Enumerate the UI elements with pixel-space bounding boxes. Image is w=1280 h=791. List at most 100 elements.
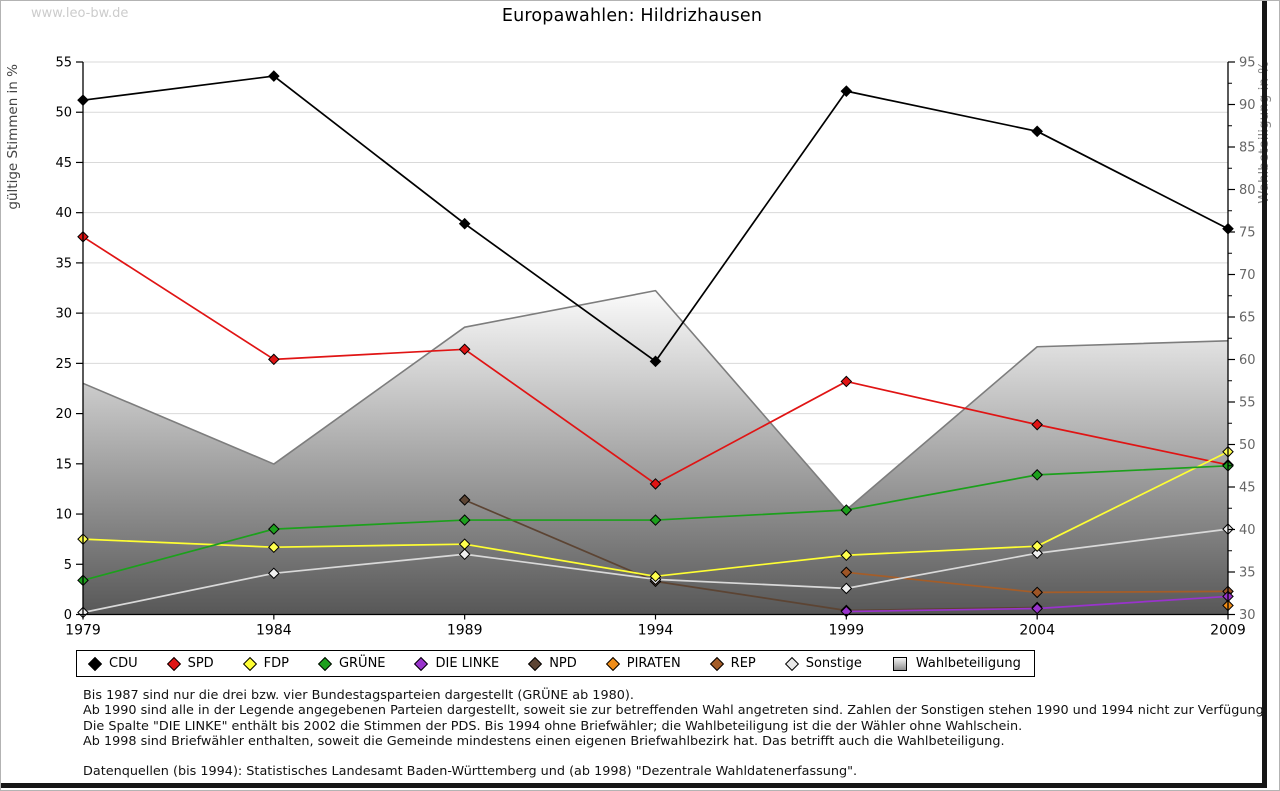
data-point-gr-ne-1984	[268, 523, 280, 535]
right-axis-tick-label: 90	[1239, 98, 1256, 113]
right-axis-tick-label: 50	[1239, 438, 1256, 453]
left-axis-tick-label: 30	[55, 307, 72, 322]
page-title: Europawahlen: Hildrizhausen	[501, 6, 763, 26]
series-cdu	[77, 70, 1234, 368]
frame-edge-bottom	[1, 783, 1267, 788]
turnout-area	[82, 289, 1229, 615]
legend-item-npd: NPD	[528, 656, 577, 671]
right-axis-tick-label: 85	[1239, 141, 1256, 156]
right-axis-tick-label: 55	[1239, 396, 1256, 411]
data-point-spd-1994	[649, 478, 662, 490]
legend-item-rep: REP	[709, 656, 756, 671]
data-point-gr-ne-1999	[840, 504, 853, 516]
data-point-fdp-2004	[1031, 540, 1043, 552]
left-axis-title: gültige Stimmen in %	[5, 64, 21, 210]
legend-item-sonstige: Sonstige	[784, 656, 862, 671]
legend-item-piraten: PIRATEN	[605, 656, 681, 671]
diamond-marker-icon	[242, 656, 257, 671]
data-point-fdp-1984	[268, 541, 280, 554]
diamond-marker-icon	[317, 656, 333, 671]
data-point-fdp-1989	[458, 538, 471, 550]
x-axis-year-label: 2009	[1210, 623, 1246, 639]
left-axis-tick-label: 0	[64, 608, 72, 623]
legend-item-die-linke: DIE LINKE	[414, 656, 500, 671]
data-point-gr-ne-1994	[649, 514, 662, 526]
legend-item-label: DIE LINKE	[435, 656, 500, 671]
footnote-line: Bis 1987 sind nur die drei bzw. vier Bun…	[83, 688, 634, 703]
legend-item-label: Sonstige	[805, 656, 862, 671]
legend-item-label: PIRATEN	[626, 656, 681, 671]
left-axis-tick-label: 35	[55, 256, 72, 271]
right-axis-tick-label: 75	[1239, 226, 1256, 241]
data-point-cdu-2004	[1031, 125, 1043, 138]
data-point-rep-1999	[840, 566, 853, 579]
left-axis-tick-label: 15	[55, 457, 72, 472]
data-point-die-linke-2004	[1031, 602, 1043, 615]
left-axis-tick-label: 55	[55, 56, 72, 71]
left-axis-tick-label: 50	[55, 106, 72, 121]
footnote-line: Die Spalte "DIE LINKE" enthält bis 2002 …	[83, 718, 1023, 734]
election-line-chart: 0 5 10 15 20 25 30 35 40 45 50 55 30 35 40 45 50 55 60 65 70…	[5, 56, 1272, 639]
data-point-gr-ne-1989	[458, 514, 471, 526]
right-axis-tick-label: 95	[1239, 56, 1256, 71]
right-axis-tick-label: 60	[1239, 353, 1256, 368]
data-point-cdu-1999	[840, 85, 853, 97]
diamond-marker-icon	[166, 656, 181, 671]
data-point-cdu-1989	[458, 217, 471, 230]
right-axis-tick-label: 35	[1239, 566, 1256, 581]
series-spd	[77, 230, 1234, 490]
x-axis-year-label: 2004	[1019, 623, 1055, 639]
legend-item-gr-ne: GRÜNE	[317, 656, 386, 671]
left-axis-tick-label: 25	[55, 357, 72, 372]
data-point-spd-1984	[268, 353, 280, 366]
right-axis-tick-label: 65	[1239, 311, 1256, 326]
right-axis-tick-label: 30	[1239, 608, 1256, 623]
left-axis-tick-label: 20	[55, 407, 72, 422]
data-point-cdu-1994	[649, 355, 662, 368]
data-point-fdp-1999	[840, 549, 853, 562]
left-axis-tick-label: 5	[64, 558, 72, 573]
diamond-marker-icon	[784, 656, 799, 671]
x-axis-year-label: 1984	[256, 623, 292, 639]
footnote-line: Ab 1990 sind alle in der Legende angegeb…	[83, 703, 1268, 719]
legend-item-label: CDU	[109, 656, 138, 671]
right-axis-tick-label: 40	[1239, 523, 1256, 538]
axes: 0 5 10 15 20 25 30 35 40 45 50 55 30 35 40 45 50 55 60 65 70…	[5, 56, 1272, 639]
data-point-fdp-1994	[649, 570, 662, 583]
x-axis-year-label: 1989	[447, 623, 483, 639]
footnote-line: Datenquellen (bis 1994): Statistisches L…	[83, 763, 858, 779]
footnotes: Bis 1987 sind nur die drei bzw. vier Bun…	[83, 688, 1268, 779]
frame-edge-right	[1262, 1, 1267, 788]
footnote-line: Ab 1998 sind Briefwähler enthalten, sowe…	[83, 734, 1005, 750]
data-point-npd-1989	[458, 494, 471, 506]
legend-item-spd: SPD	[166, 656, 214, 671]
legend-item-fdp: FDP	[242, 656, 289, 671]
watermark: www.leo-bw.de	[31, 6, 129, 21]
left-axis-tick-label: 45	[55, 156, 72, 171]
right-axis-tick-label: 45	[1239, 481, 1256, 496]
legend: CDU SPD FDP GRÜNE DIE LINKE NPD PIRATEN REP Sons…	[76, 650, 1035, 677]
legend-item-cdu: CDU	[87, 656, 138, 671]
data-point-sonstige-1999	[840, 582, 853, 595]
left-axis-tick-label: 10	[55, 508, 72, 523]
legend-item-label: Wahlbeteiligung	[915, 656, 1021, 671]
legend-item-label: GRÜNE	[338, 656, 386, 671]
x-axis-year-label: 1999	[829, 623, 865, 639]
legend-item-label: NPD	[549, 656, 577, 671]
diamond-marker-icon	[709, 656, 724, 671]
legend-item-label: FDP	[263, 656, 289, 671]
left-axis-tick-label: 40	[55, 206, 72, 221]
diamond-marker-icon	[528, 656, 543, 671]
x-axis-year-label: 1994	[638, 623, 674, 639]
data-point-cdu-1984	[268, 70, 280, 82]
data-point-gr-ne-2004	[1031, 469, 1043, 481]
data-point-spd-1999	[840, 375, 853, 388]
diamond-marker-icon	[605, 656, 620, 671]
data-point-sonstige-1984	[268, 567, 280, 580]
series-gr-ne	[77, 460, 1234, 587]
data-point-rep-2004	[1031, 586, 1043, 599]
x-axis-year-label: 1979	[65, 623, 101, 639]
diamond-marker-icon	[414, 656, 429, 671]
data-point-spd-1989	[458, 343, 471, 356]
